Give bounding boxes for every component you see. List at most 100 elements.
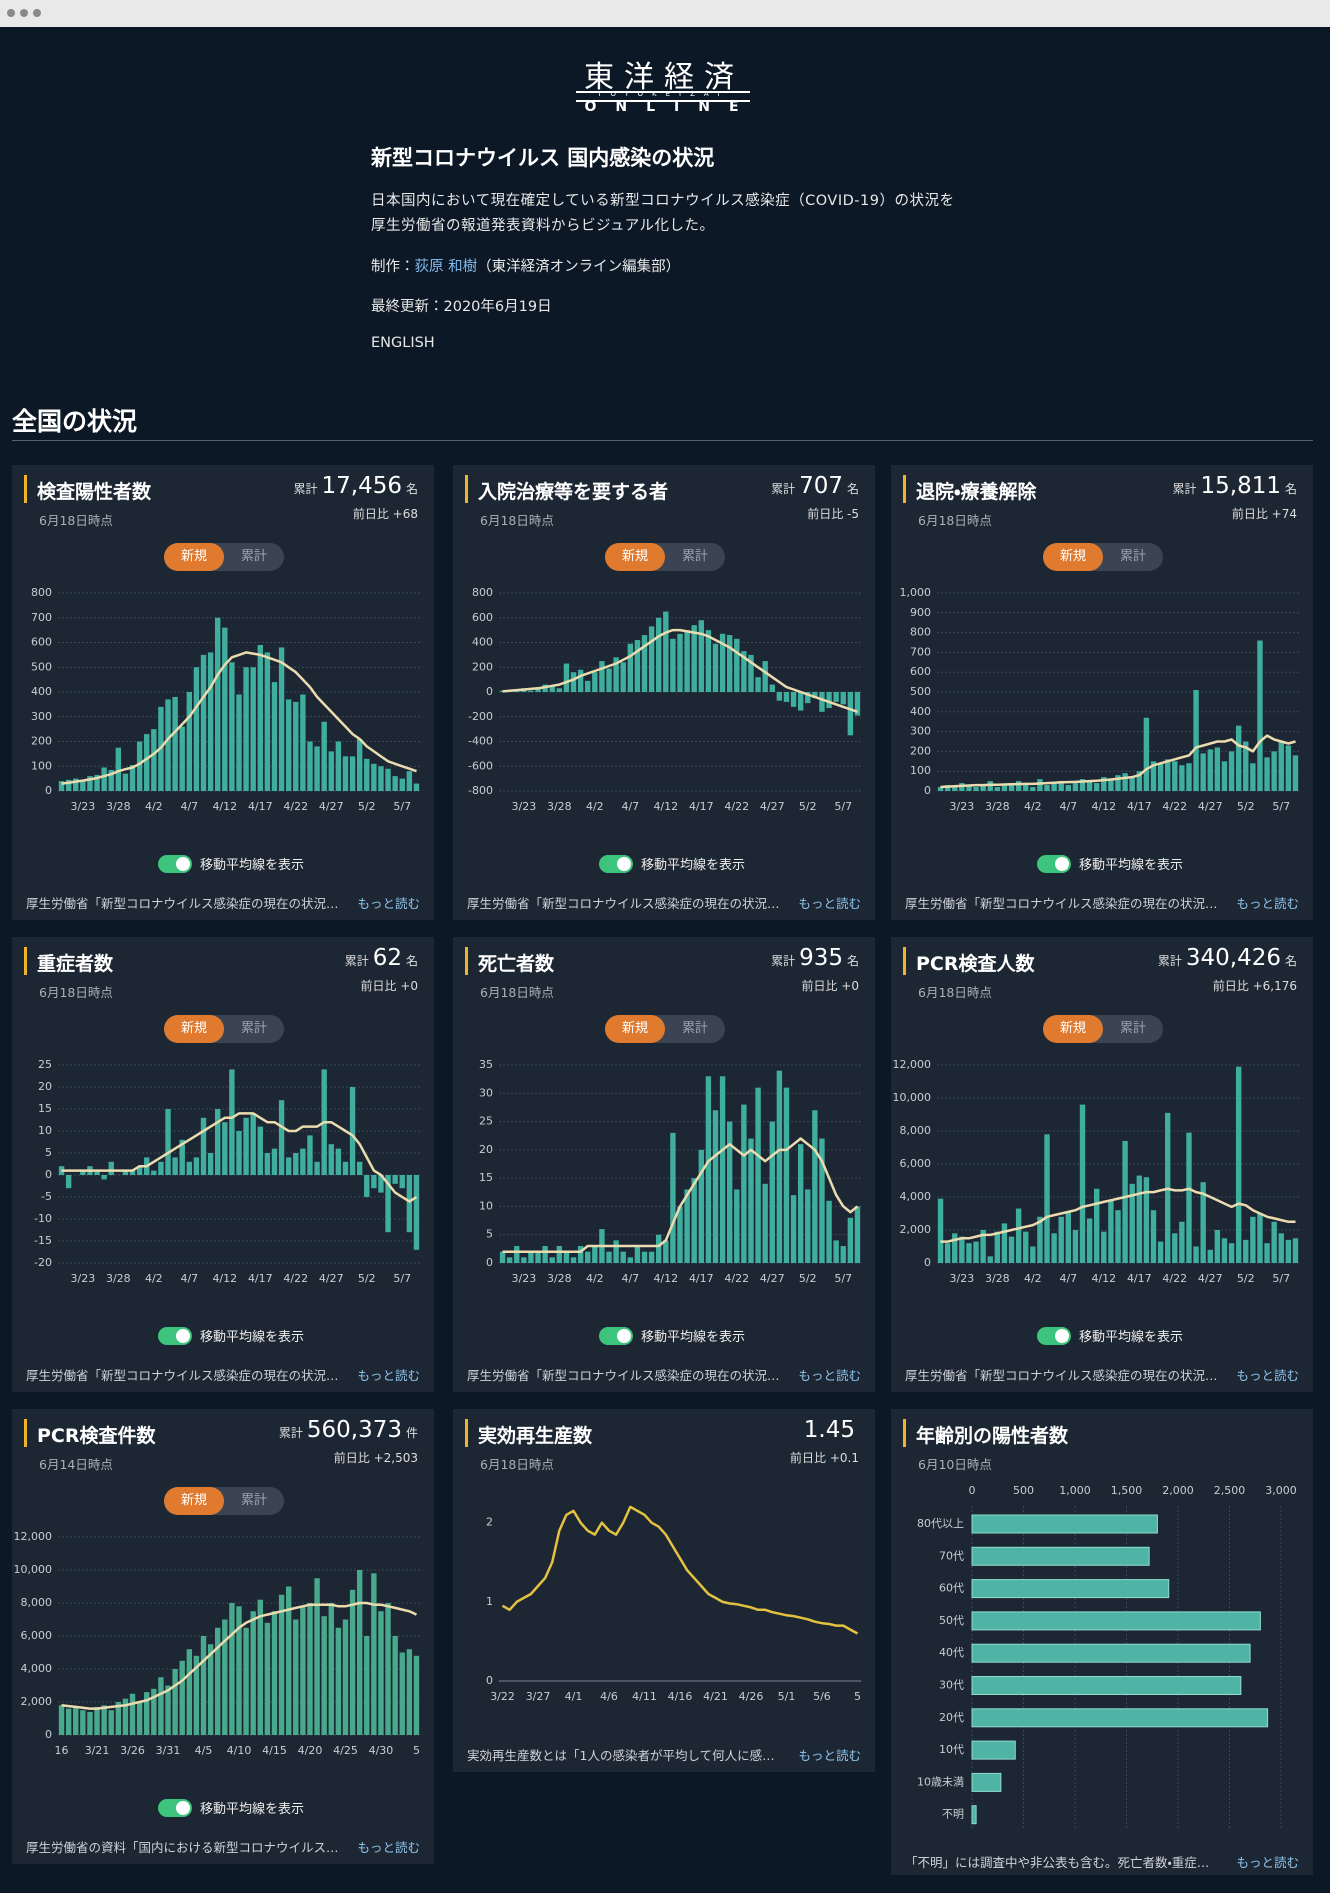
accent-bar <box>903 947 906 975</box>
bar <box>670 1132 676 1263</box>
bar <box>229 662 235 791</box>
bar <box>1157 1241 1164 1263</box>
read-more[interactable]: もっと読む <box>798 896 861 911</box>
bar <box>698 1149 704 1263</box>
x-tick-label: 5/7 <box>393 800 411 813</box>
bar <box>179 726 185 791</box>
toggle-option[interactable]: 新規 <box>605 543 665 571</box>
toggle-option[interactable]: 新規 <box>164 1015 224 1043</box>
toggle-option[interactable]: 累計 <box>1119 549 1146 564</box>
read-more[interactable]: もっと読む <box>798 1748 861 1763</box>
card-total: 累計 17,456 名 <box>293 473 418 499</box>
toggle-option[interactable]: 累計 <box>681 1021 708 1036</box>
toggle-option[interactable]: 新規 <box>164 1487 224 1515</box>
toggle-option[interactable]: 新規 <box>605 1015 665 1043</box>
y-tick-label: -200 <box>468 710 493 723</box>
ma-switch[interactable] <box>158 1327 192 1345</box>
y-tick-label: 0 <box>486 1256 493 1269</box>
bar <box>250 1611 256 1735</box>
y-tick-label: 800 <box>910 626 931 639</box>
y-tick-label: 15 <box>38 1102 52 1115</box>
card-title: 実効再生産数 <box>478 1425 593 1447</box>
bar <box>606 668 612 692</box>
bar <box>606 1251 612 1263</box>
read-more[interactable]: もっと読む <box>1236 896 1299 911</box>
toggle-option[interactable]: 新規 <box>1043 1015 1103 1043</box>
toggle-option[interactable]: 累計 <box>240 549 267 564</box>
bar <box>1129 777 1135 791</box>
bar <box>101 1175 107 1180</box>
x-tick-label: 5 <box>854 1690 861 1703</box>
bar <box>712 643 719 692</box>
bar <box>243 667 249 791</box>
switch-knob <box>1055 857 1069 871</box>
toggle-option[interactable]: 新規 <box>164 543 224 571</box>
bar <box>271 1148 278 1175</box>
read-more[interactable]: もっと読む <box>1236 1368 1299 1383</box>
ma-label: 移動平均線を表示 <box>200 858 305 873</box>
bar <box>971 1676 1242 1695</box>
bar <box>200 1117 207 1175</box>
y-tick-label: 0 <box>486 1674 493 1687</box>
toggle-option[interactable]: 累計 <box>681 549 708 564</box>
bar <box>293 1619 299 1735</box>
bar <box>994 1231 1001 1263</box>
bar <box>1008 1236 1015 1263</box>
ma-switch[interactable] <box>599 1327 633 1345</box>
bar <box>144 734 150 791</box>
ma-switch[interactable] <box>1037 1327 1071 1345</box>
x-tick-label: 4/12 <box>653 800 678 813</box>
toggle-option[interactable]: 新規 <box>1043 543 1103 571</box>
card-diff: 前日比 +0 <box>801 979 859 993</box>
bar <box>1108 1200 1114 1263</box>
card: 0 2,000 4,000 6,000 8,000 10,000 12,000 3/23 3/2… <box>891 937 1313 1392</box>
bar <box>712 1110 719 1263</box>
window-dot <box>20 9 28 17</box>
total-value: 17,456 <box>321 473 402 499</box>
mode-toggle: 新規 累計 <box>164 1487 284 1515</box>
bar <box>1072 1230 1079 1263</box>
bar <box>215 1109 221 1175</box>
bar <box>966 785 972 791</box>
bar <box>314 746 320 791</box>
y-tick-label: 30代 <box>939 1679 964 1692</box>
ma-switch[interactable] <box>158 855 192 873</box>
toggle-option[interactable]: 累計 <box>1119 1021 1146 1036</box>
logo-main[interactable]: 東洋経済 <box>584 60 744 95</box>
y-tick-label: 400 <box>910 705 931 718</box>
bar <box>264 1622 271 1735</box>
ma-switch[interactable] <box>1037 855 1071 873</box>
ma-switch[interactable] <box>599 855 633 873</box>
x-tick-label: 3/28 <box>106 1272 131 1285</box>
y-tick-label: -600 <box>468 759 493 772</box>
read-more[interactable]: もっと読む <box>357 1840 420 1855</box>
english-link[interactable]: ENGLISH <box>371 335 435 351</box>
bar <box>748 1138 754 1263</box>
author-link[interactable]: 荻原 和樹 <box>414 259 478 275</box>
card-diff: 前日比 +6,176 <box>1212 979 1297 993</box>
mode-toggle: 新規 累計 <box>164 543 284 571</box>
bar <box>65 779 72 791</box>
toggle-option[interactable]: 累計 <box>240 1493 267 1508</box>
x-tick-label: 4/7 <box>180 800 198 813</box>
moving-average-line <box>61 1601 418 1710</box>
read-more[interactable]: もっと読む <box>798 1368 861 1383</box>
bar <box>215 617 221 791</box>
x-tick-label: 5/2 <box>358 1272 376 1285</box>
switch-knob <box>617 857 631 871</box>
bar <box>648 626 655 692</box>
ma-switch[interactable] <box>158 1799 192 1817</box>
card-title: 重症者数 <box>37 953 114 975</box>
read-more[interactable]: もっと読む <box>357 1368 420 1383</box>
chart: 0 100 200 300 400 500 600 700 800 3/23 3/28 4/2 4/7 4… <box>31 586 420 813</box>
y-tick-label: 600 <box>472 611 493 624</box>
y-tick-label: 0 <box>486 685 493 698</box>
bar <box>691 625 697 692</box>
bar <box>342 1619 349 1735</box>
bar <box>356 739 363 791</box>
note: 厚生労働省の資料「国内における新型コロナウイルス… <box>26 1840 339 1855</box>
total-value: 1.45 <box>803 1417 855 1443</box>
toggle-option[interactable]: 累計 <box>240 1021 267 1036</box>
read-more[interactable]: もっと読む <box>357 896 420 911</box>
read-more[interactable]: もっと読む <box>1236 1855 1299 1870</box>
